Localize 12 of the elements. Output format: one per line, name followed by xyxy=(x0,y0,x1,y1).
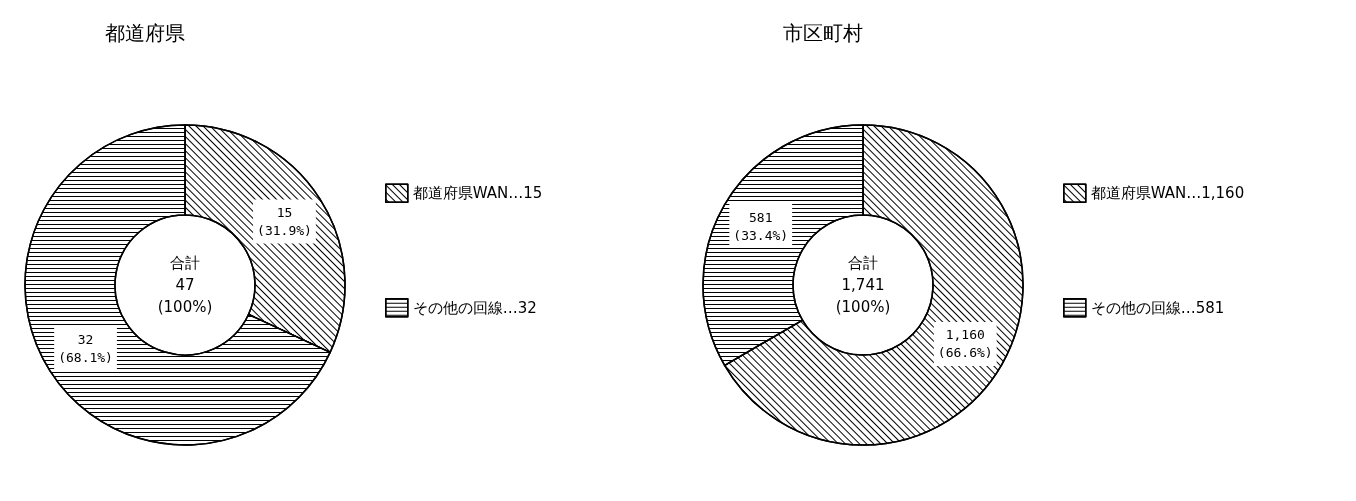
data-label: 32 (68.1%) xyxy=(58,331,113,365)
chart-title: 都道府県 xyxy=(105,21,185,45)
legend-label: その他の回線…581 xyxy=(1090,298,1225,317)
data-label: 581 (33.4%) xyxy=(733,209,789,243)
data-label: 15 (31.9%) xyxy=(257,205,312,239)
legend-label: その他の回線…32 xyxy=(412,298,537,317)
legend-label: 都道府県WAN…1,160 xyxy=(1090,184,1245,203)
data-label: 1,160 (66.6%) xyxy=(937,327,993,361)
legend-label: 都道府県WAN…15 xyxy=(412,184,543,203)
chart-title: 市区町村 xyxy=(783,21,863,45)
text: 合計 47 (100%) xyxy=(157,254,213,316)
text: 合計 1,741 (100%) xyxy=(835,254,891,316)
